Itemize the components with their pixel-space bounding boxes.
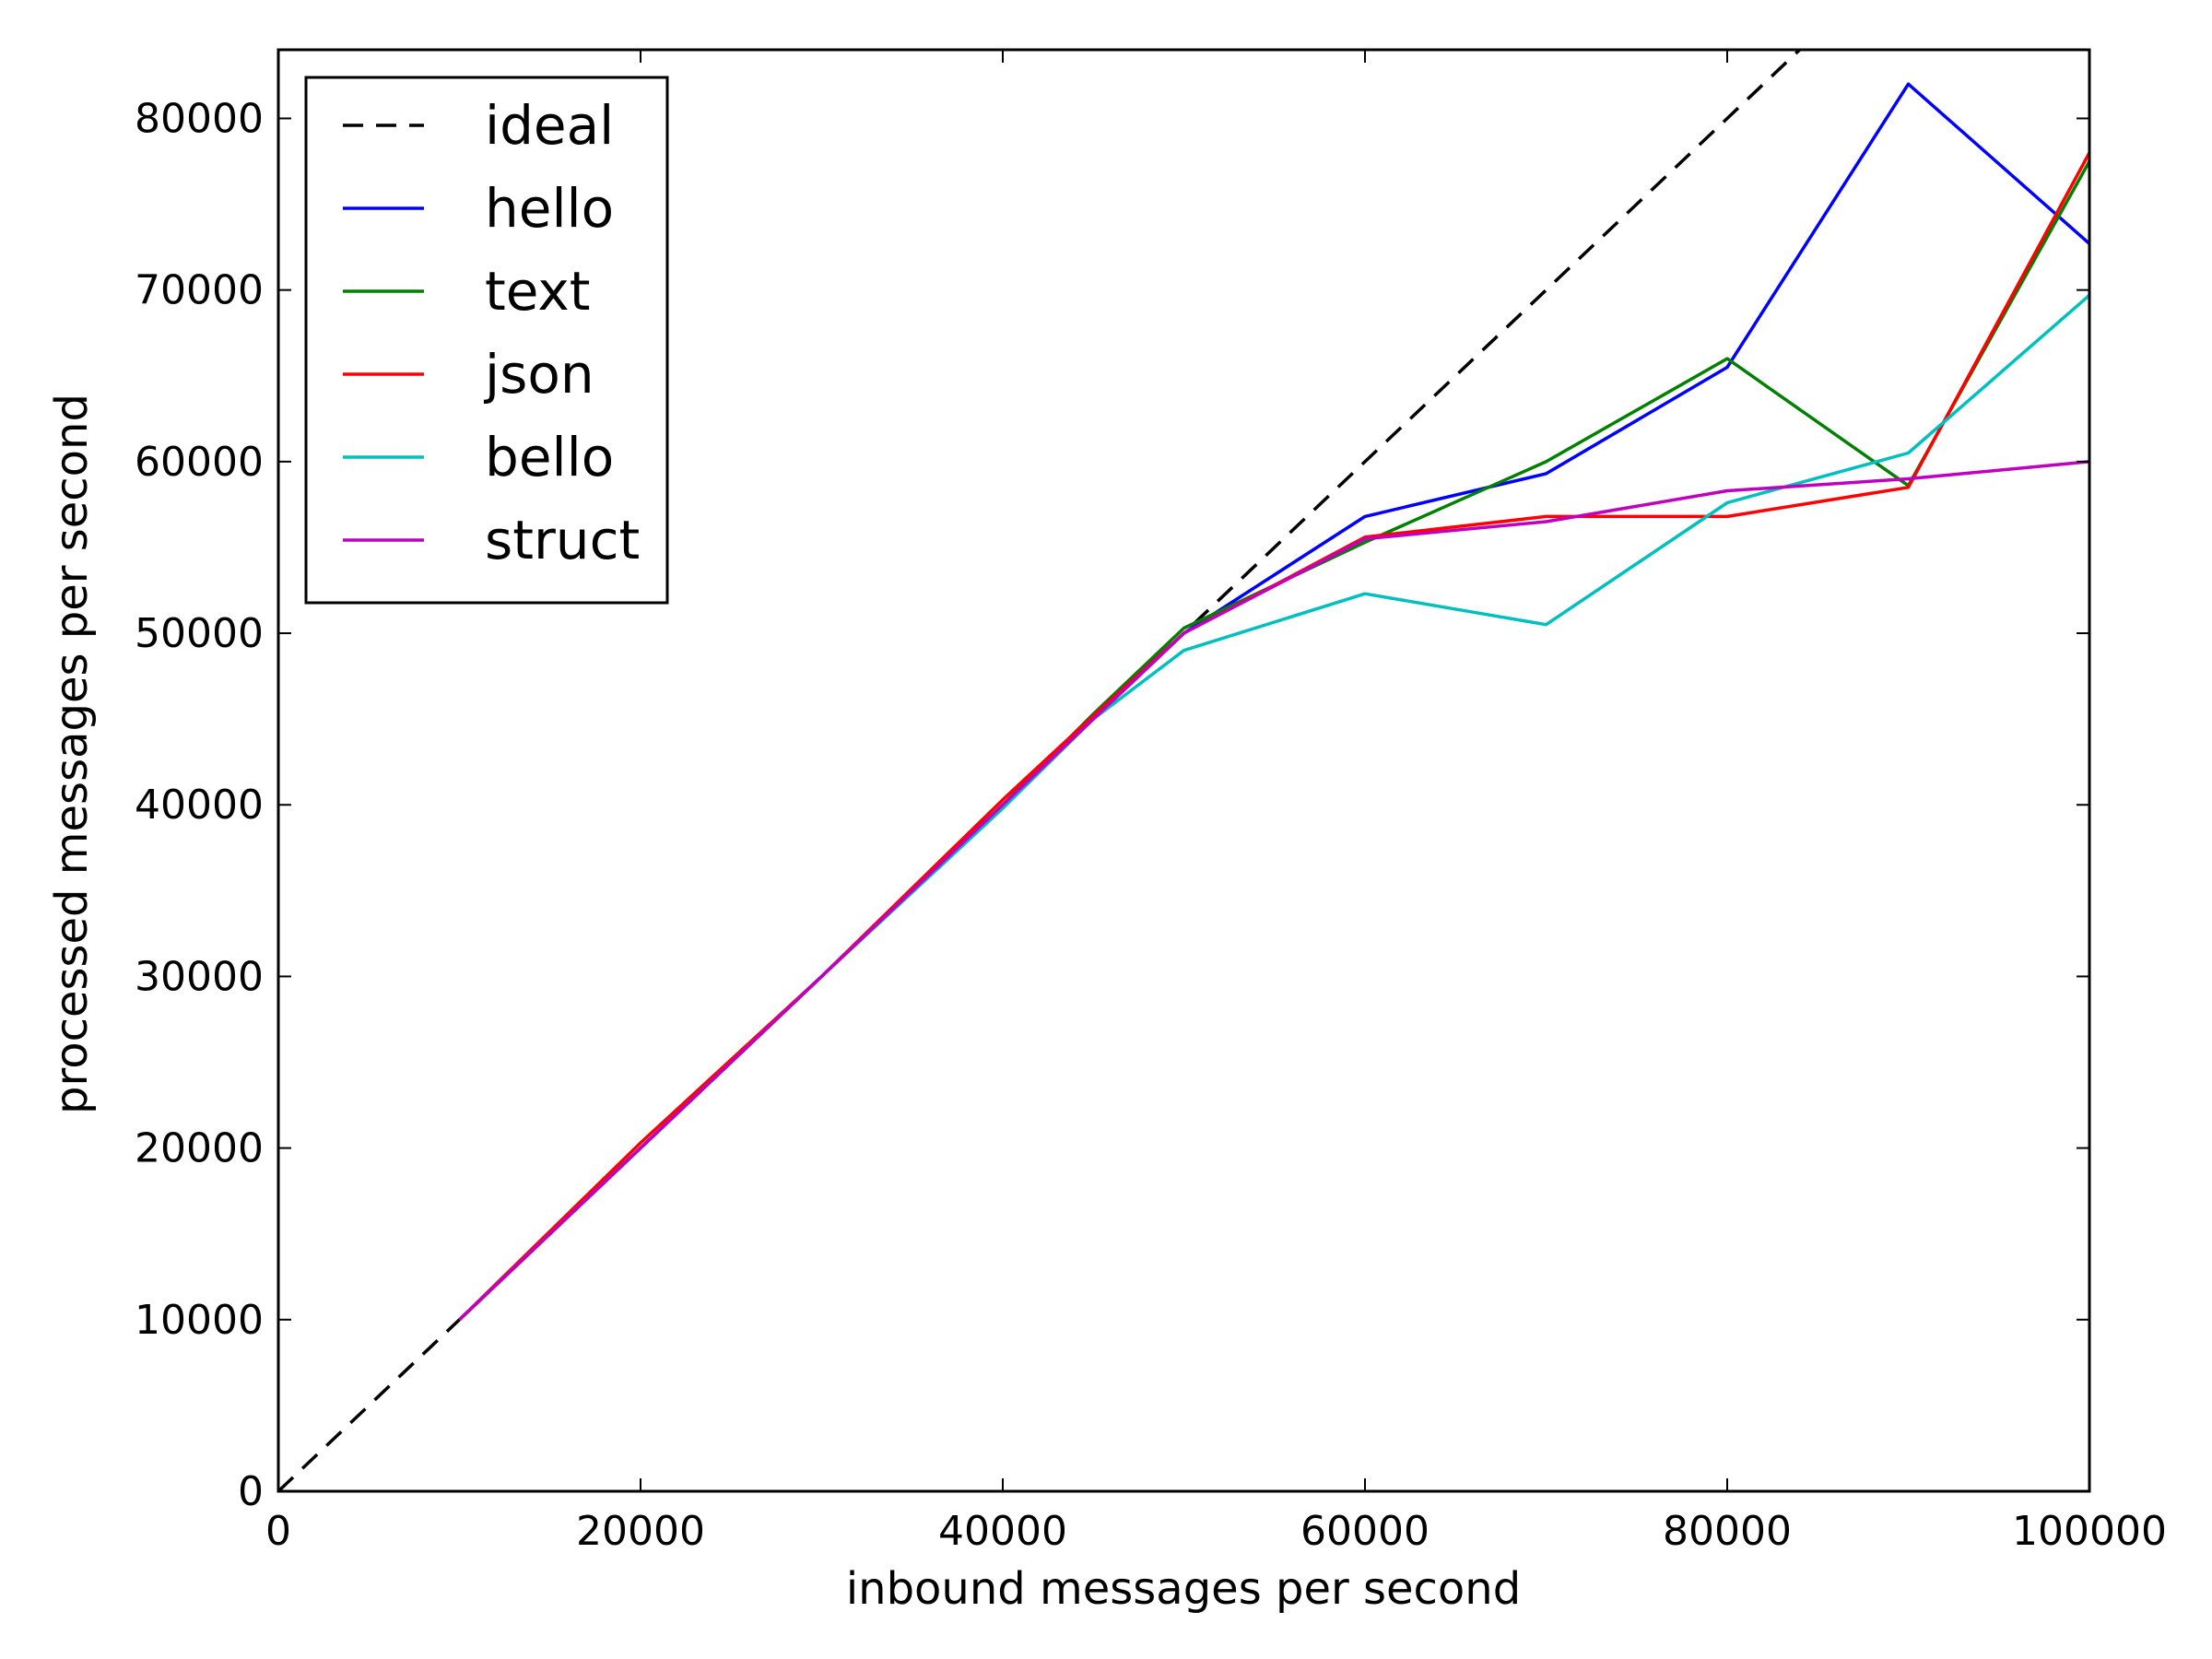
x-tick-label-20000: 20000	[576, 1508, 705, 1555]
legend-label-bello: bello	[485, 426, 614, 488]
y-tick-label-80000: 80000	[135, 95, 264, 142]
x-tick-label-80000: 80000	[1663, 1508, 1792, 1555]
legend-label-hello: hello	[485, 177, 614, 240]
y-tick-label-20000: 20000	[135, 1125, 264, 1172]
plot-area	[278, 50, 2089, 1491]
legend-label-struct: struct	[485, 509, 640, 571]
x-tick-label-100000: 100000	[2012, 1508, 2167, 1555]
x-tick-label-40000: 40000	[938, 1508, 1067, 1555]
y-tick-label-60000: 60000	[135, 439, 264, 486]
y-tick-label-30000: 30000	[135, 953, 264, 1000]
y-tick-label-50000: 50000	[135, 610, 264, 657]
axes-frame	[276, 48, 2091, 1493]
x-tick-label-60000: 60000	[1300, 1508, 1430, 1555]
x-axis-label: inbound messages per second	[846, 1563, 1521, 1615]
legend-label-text: text	[485, 260, 590, 323]
axes: 0 20000 40000 60000 80000 100000 0 10000 20000 30…	[135, 48, 2167, 1555]
legend-label-ideal: ideal	[485, 94, 614, 157]
x-tick-label-0: 0	[265, 1508, 291, 1555]
legend-box	[304, 76, 669, 605]
legend-label-json: json	[483, 343, 594, 406]
y-tick-label-0: 0	[238, 1468, 264, 1515]
legend: ideal hello text json bello struct	[304, 76, 669, 605]
y-tick-label-40000: 40000	[135, 782, 264, 829]
y-tick-label-10000: 10000	[135, 1297, 264, 1344]
y-axis-label: processed messages per second	[46, 394, 98, 1114]
y-tick-label-70000: 70000	[135, 267, 264, 314]
series-line-struct	[458, 460, 2089, 1322]
